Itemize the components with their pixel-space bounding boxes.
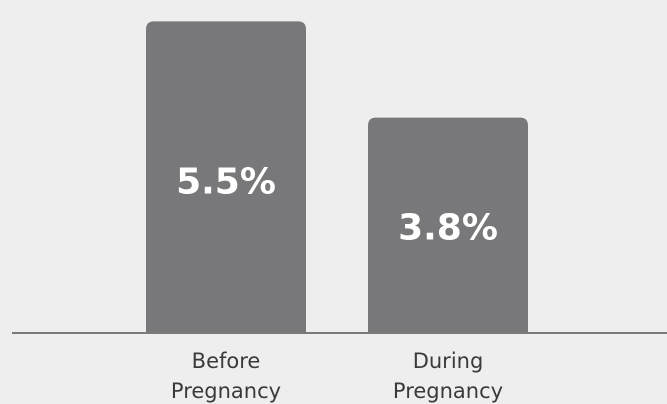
bar-2 (368, 117, 528, 334)
category-label-2-line-2: Pregnancy (393, 379, 503, 403)
labels-layer: 5.5% 3.8% (176, 161, 498, 248)
bar-1 (146, 21, 306, 333)
bars-layer (146, 21, 528, 334)
value-label-1: 5.5% (176, 161, 276, 202)
value-label-2: 3.8% (398, 208, 498, 249)
category-labels: Before Pregnancy During Pregnancy (171, 349, 503, 403)
category-label-2-line-1: During (413, 349, 484, 373)
category-label-1-line-2: Pregnancy (171, 379, 281, 403)
category-label-1-line-1: Before (192, 349, 261, 373)
